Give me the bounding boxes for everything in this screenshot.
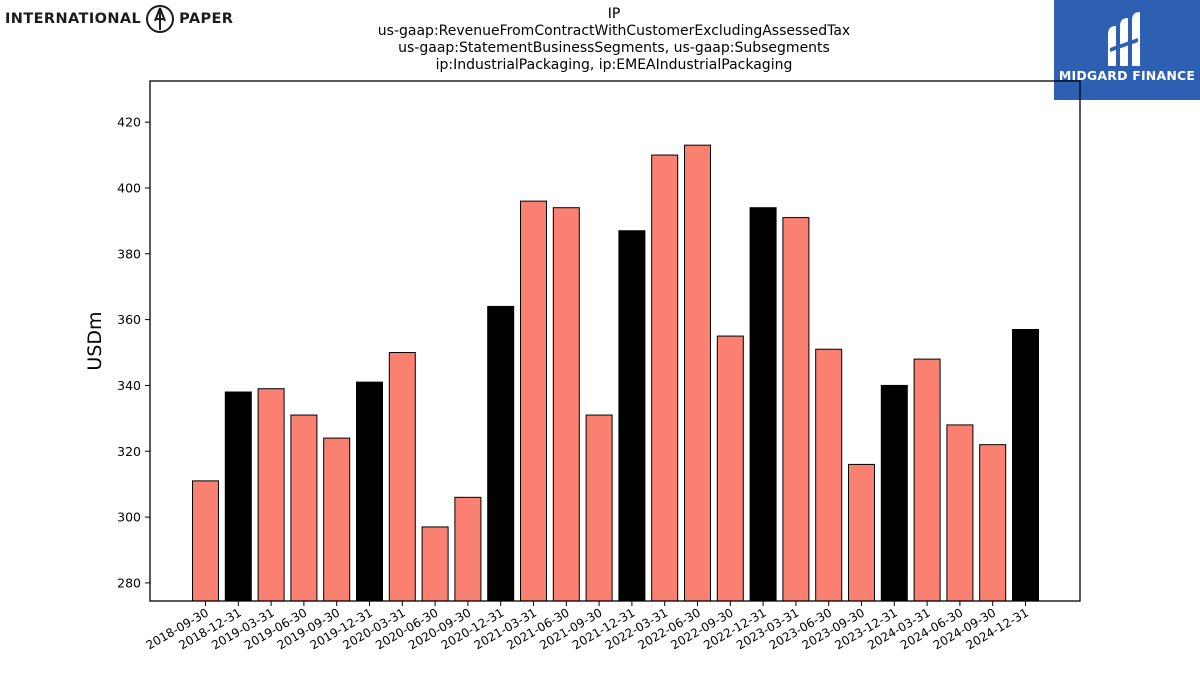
logo-text-left: INTERNATIONAL — [5, 11, 142, 27]
bar — [684, 144, 711, 602]
chart-title: IP us-gaap:RevenueFromContractWithCustom… — [264, 6, 964, 74]
y-tick-label: 420 — [117, 115, 141, 130]
bar — [192, 480, 219, 602]
logo-text-right: PAPER — [179, 11, 234, 27]
y-tick-label: 340 — [117, 378, 141, 393]
title-line: ip:IndustrialPackaging, ip:EMEAIndustria… — [435, 57, 793, 73]
bar — [815, 348, 843, 602]
bar — [257, 388, 285, 602]
title-line: IP — [607, 6, 621, 22]
bar — [552, 207, 580, 602]
bar — [618, 230, 646, 602]
y-tick-label: 320 — [117, 444, 141, 459]
y-tick-label: 400 — [117, 180, 141, 195]
y-tick-label: 360 — [117, 312, 141, 327]
y-axis: 280 300 320 340 360 380 400 420 — [117, 115, 150, 590]
bar — [323, 437, 351, 602]
midgard-finance-mark-icon — [1108, 12, 1140, 66]
bar — [651, 154, 679, 602]
y-tick-label: 280 — [117, 575, 141, 590]
bar — [224, 391, 252, 602]
bar — [388, 352, 416, 602]
plot-area — [149, 80, 1081, 602]
international-paper-mark-icon — [146, 5, 175, 33]
y-tick-label: 300 — [117, 510, 141, 525]
bar — [913, 358, 941, 602]
bar — [782, 217, 810, 602]
bar — [487, 305, 515, 602]
bar — [946, 424, 974, 602]
x-axis: 2018-09-302018-12-312019-03-312019-06-30… — [144, 601, 1031, 652]
bar — [716, 335, 744, 602]
y-axis-label: USDm — [84, 311, 106, 370]
bar — [356, 381, 383, 602]
title-line: us-gaap:RevenueFromContractWithCustomerE… — [377, 23, 851, 39]
midgard-finance-logo: MIDGARD FINANCE — [1054, 0, 1200, 100]
bar — [1012, 328, 1039, 602]
international-paper-logo: INTERNATIONAL PAPER — [5, 5, 233, 33]
y-tick-label: 380 — [117, 246, 141, 261]
bar — [520, 200, 547, 602]
bar — [749, 207, 777, 602]
midgard-finance-text: MIDGARD FINANCE — [1058, 68, 1196, 83]
bar — [421, 526, 449, 602]
bar — [979, 444, 1007, 602]
bar — [848, 463, 875, 602]
bars-layer — [192, 144, 1039, 602]
bar — [290, 414, 318, 602]
title-line: us-gaap:StatementBusinessSegments, us-ga… — [398, 40, 830, 56]
bar — [880, 384, 908, 602]
bar — [585, 414, 613, 602]
bar — [454, 496, 482, 602]
